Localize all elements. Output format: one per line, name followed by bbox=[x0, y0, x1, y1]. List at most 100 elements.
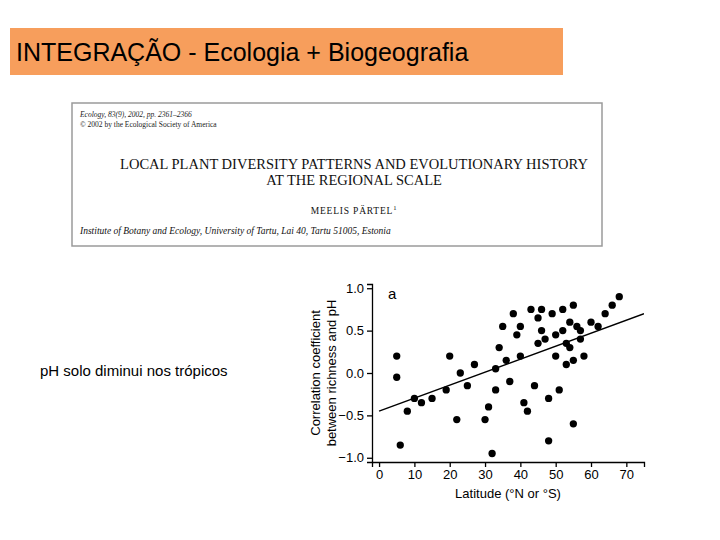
tick-label: 0.5 bbox=[346, 323, 364, 338]
x-axis: 0 10 20 30 40 50 60 70 bbox=[373, 462, 645, 482]
tick-label: 20 bbox=[443, 467, 457, 482]
point bbox=[499, 323, 506, 330]
point bbox=[513, 331, 520, 338]
point bbox=[393, 352, 400, 359]
tick-label: 40 bbox=[514, 467, 528, 482]
point bbox=[570, 357, 577, 364]
point bbox=[577, 327, 584, 334]
side-note: pH solo diminui nos trópicos bbox=[40, 362, 228, 379]
point bbox=[563, 361, 570, 368]
slide: INTEGRAÇÃO - Ecologia + Biogeografia Ecol… bbox=[0, 0, 720, 540]
tick-label: 0.0 bbox=[346, 366, 364, 381]
point bbox=[446, 352, 453, 359]
point bbox=[541, 335, 548, 342]
paper-author: MEELIS PÄRTEL1 bbox=[311, 204, 397, 216]
point bbox=[570, 420, 577, 427]
chart: 0 10 20 30 40 50 60 70 −1.0 −0.5 0.0 0.5 1.0 Latitude… bbox=[308, 281, 645, 501]
point bbox=[538, 306, 545, 313]
tick-label: −0.5 bbox=[338, 408, 364, 423]
point bbox=[506, 378, 513, 385]
point bbox=[545, 437, 552, 444]
point bbox=[534, 314, 541, 321]
tick: 1.0 bbox=[346, 281, 372, 296]
tick: 10 bbox=[408, 462, 422, 482]
point bbox=[552, 331, 559, 338]
point bbox=[609, 302, 616, 309]
point bbox=[488, 450, 495, 457]
paper-journal: Ecology, 83(9), 2002, pp. 2361–2366 bbox=[79, 110, 192, 119]
trend-line bbox=[379, 314, 644, 411]
point bbox=[527, 306, 534, 313]
tick-label: −1.0 bbox=[338, 450, 364, 465]
paper-author-note: 1 bbox=[393, 204, 397, 211]
point bbox=[552, 352, 559, 359]
panel-label: a bbox=[388, 285, 397, 302]
tick-mark bbox=[367, 458, 372, 459]
title-bar bbox=[10, 28, 563, 75]
point bbox=[481, 416, 488, 423]
tick-mark bbox=[367, 373, 372, 374]
paper-affiliation: Institute of Botany and Ecology, Univers… bbox=[79, 226, 391, 236]
point bbox=[580, 352, 587, 359]
tick-mark bbox=[367, 415, 372, 416]
point bbox=[531, 382, 538, 389]
point bbox=[418, 399, 425, 406]
tick-label: 50 bbox=[549, 467, 563, 482]
point bbox=[485, 403, 492, 410]
point bbox=[556, 386, 563, 393]
point bbox=[510, 310, 517, 317]
tick: 0.0 bbox=[346, 366, 372, 381]
tick: −0.5 bbox=[338, 408, 372, 423]
point bbox=[428, 395, 435, 402]
point bbox=[601, 310, 608, 317]
point bbox=[517, 323, 524, 330]
point bbox=[471, 361, 478, 368]
tick: 40 bbox=[514, 462, 528, 482]
point bbox=[404, 407, 411, 414]
point bbox=[570, 302, 577, 309]
y-axis: −1.0 −0.5 0.0 0.5 1.0 bbox=[338, 281, 372, 466]
y-axis-title: between richness and pH bbox=[324, 300, 339, 447]
paper-title: LOCAL PLANT DIVERSITY PATTERNS AND EVOLU… bbox=[120, 156, 588, 172]
tick-label: 60 bbox=[584, 467, 598, 482]
point bbox=[464, 382, 471, 389]
y-axis-title: Correlation coefficient bbox=[308, 310, 323, 436]
tick: 50 bbox=[549, 462, 563, 482]
paper-header: Ecology, 83(9), 2002, pp. 2361–2366© 200… bbox=[72, 103, 602, 246]
tick-label: 10 bbox=[408, 467, 422, 482]
point bbox=[520, 399, 527, 406]
tick-label: 0 bbox=[376, 467, 383, 482]
tick-mark bbox=[367, 330, 372, 331]
tick-label: 70 bbox=[620, 467, 634, 482]
paper-frame bbox=[72, 103, 602, 246]
point bbox=[587, 318, 594, 325]
point bbox=[616, 293, 623, 300]
tick: 20 bbox=[443, 462, 457, 482]
point bbox=[496, 344, 503, 351]
point bbox=[559, 306, 566, 313]
paper-title: AT THE REGIONAL SCALE bbox=[266, 172, 442, 188]
tick: 60 bbox=[584, 462, 598, 482]
tick: −1.0 bbox=[338, 450, 372, 465]
point bbox=[393, 374, 400, 381]
point bbox=[548, 310, 555, 317]
point bbox=[545, 395, 552, 402]
point bbox=[559, 327, 566, 334]
point bbox=[397, 441, 404, 448]
point bbox=[524, 407, 531, 414]
point bbox=[457, 369, 464, 376]
slide-title: INTEGRAÇÃO - Ecologia + Biogeografia bbox=[16, 38, 468, 66]
tick: 70 bbox=[620, 462, 634, 482]
point bbox=[566, 344, 573, 351]
axis-line bbox=[367, 285, 373, 463]
point bbox=[566, 318, 573, 325]
tick-mark bbox=[367, 288, 372, 289]
tick-label: 1.0 bbox=[346, 281, 364, 296]
plot-area bbox=[379, 293, 644, 457]
paper-author-name: MEELIS PÄRTEL bbox=[311, 205, 393, 216]
x-axis-title: Latitude (°N or °S) bbox=[455, 486, 561, 501]
tick-label: 30 bbox=[478, 467, 492, 482]
paper-copyright: © 2002 by the Ecological Society of Amer… bbox=[80, 120, 217, 129]
point bbox=[492, 386, 499, 393]
tick: 30 bbox=[478, 462, 492, 482]
